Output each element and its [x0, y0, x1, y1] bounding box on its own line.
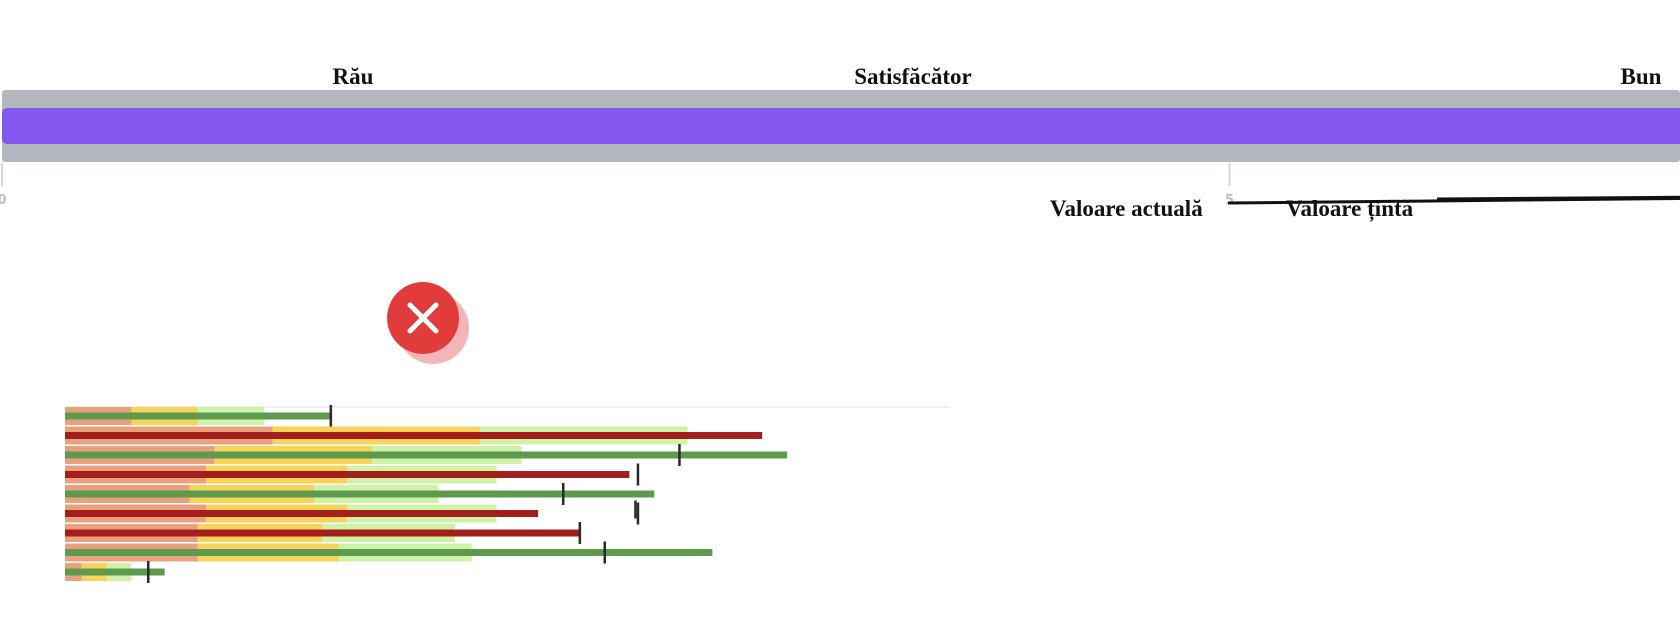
band-label-rau: Rău	[332, 64, 374, 89]
row-2-value-bar	[65, 451, 788, 459]
row-5-value-bar	[65, 510, 539, 517]
row-4-value-bar	[65, 490, 655, 498]
error-badge	[387, 282, 469, 364]
row-2-target	[678, 444, 681, 466]
row-5-extra-target	[634, 500, 637, 519]
band-label-satisfacator: Satisfăcător	[854, 64, 972, 89]
row-7-value-bar	[65, 549, 713, 556]
row-8-value-bar	[65, 568, 165, 576]
x-tick-label-5: 5	[1225, 193, 1234, 208]
row-4-target	[562, 483, 565, 505]
row-3-value-bar	[65, 471, 630, 478]
arrow-target-value	[1436, 195, 1680, 201]
actual-value-bar	[2, 108, 1680, 144]
row-6-value-bar	[65, 529, 580, 537]
row-0-target	[329, 405, 333, 427]
annotation-actual-value: Valoare actuală	[1050, 196, 1203, 221]
row-3-target	[636, 463, 640, 486]
row-1-value-bar	[65, 432, 763, 439]
close-icon	[387, 282, 459, 354]
annotation-target-value: Valoare țintă	[1286, 196, 1414, 221]
band-label-bun: Bun	[1620, 64, 1662, 89]
row-8-target	[147, 561, 150, 583]
row-0-value-bar	[65, 412, 331, 420]
x-tick-label-0: 0	[0, 193, 7, 208]
row-7-target	[603, 541, 606, 564]
row-5-target	[636, 502, 640, 525]
row-6-target	[578, 522, 582, 544]
